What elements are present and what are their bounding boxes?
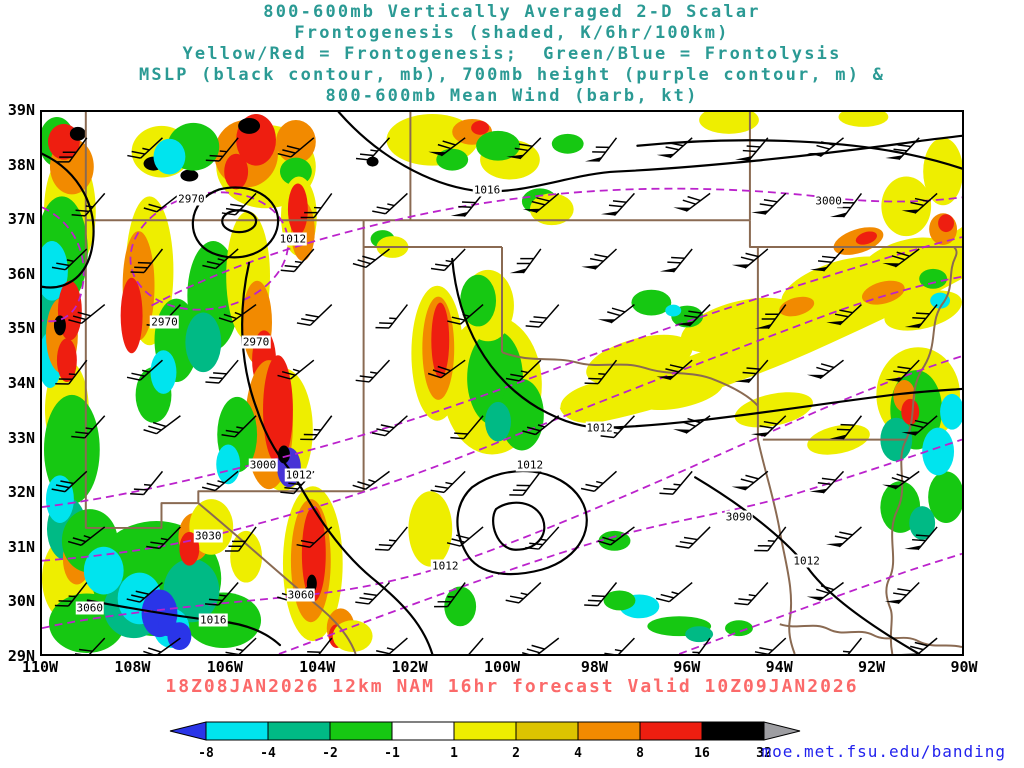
lat-tick-label: 29N (7, 647, 35, 665)
lon-tick-label: 96W (673, 658, 701, 676)
lon-tick-label: 108W (114, 658, 151, 676)
latitude-axis: 39N 38N 37N 36N 35N 34N 33N 32N 31N 30N 29N (0, 101, 38, 665)
lat-tick-label: 32N (7, 483, 35, 502)
colorbar: -8 -4 -2 -1 1 2 4 8 16 32 (168, 720, 808, 764)
svg-text:1: 1 (450, 746, 458, 761)
svg-text:-1: -1 (384, 746, 400, 761)
lon-tick-label: 102W (391, 658, 428, 676)
state-borders-layer (84, 112, 962, 654)
map-area: 1016 1012 1012 1012 1012 1012 1012 1016 2970 2970… (40, 110, 964, 656)
svg-text:-8: -8 (198, 746, 214, 761)
title-line-5: 800-600mb Mean Wind (barb, kt) (325, 86, 699, 106)
svg-text:32: 32 (756, 746, 772, 761)
lat-tick-label: 33N (7, 428, 35, 447)
svg-text:-4: -4 (260, 746, 276, 761)
lat-tick-label: 37N (7, 210, 35, 229)
lat-tick-label: 31N (7, 537, 35, 556)
lat-tick-label: 35N (7, 319, 35, 338)
lon-tick-label: 90W (950, 658, 978, 676)
lat-tick-label: 38N (7, 155, 35, 174)
title-line-4: MSLP (black contour, mb), 700mb height (… (138, 65, 886, 85)
weather-map-svg (42, 112, 962, 654)
colorbar-svg: -8 -4 -2 -1 1 2 4 8 16 32 (169, 721, 801, 761)
lat-tick-label: 34N (7, 374, 35, 392)
svg-text:16: 16 (694, 746, 710, 761)
lon-tick-label: 100W (483, 658, 521, 676)
lat-tick-label: 39N (7, 101, 35, 119)
title-line-2: Frontogenesis (shaded, K/6hr/100km) (294, 23, 730, 43)
lon-tick-label: 94W (765, 658, 793, 676)
svg-text:2: 2 (512, 746, 520, 761)
lon-tick-label: 110W (21, 658, 59, 676)
website-link[interactable]: moe.met.fsu.edu/banding (761, 742, 1006, 761)
chart-title: 800-600mb Vertically Averaged 2-D Scalar… (0, 2, 1024, 107)
forecast-caption: 18Z08JAN2026 12km NAM 16hr forecast Vali… (165, 676, 859, 697)
lat-tick-label: 36N (7, 264, 35, 283)
svg-text:8: 8 (636, 746, 644, 761)
svg-text:4: 4 (574, 746, 582, 761)
lon-tick-label: 98W (580, 658, 608, 676)
title-line-1: 800-600mb Vertically Averaged 2-D Scalar (263, 2, 761, 22)
lat-tick-label: 30N (7, 592, 35, 611)
title-line-3: Yellow/Red = Frontogenesis; Green/Blue =… (182, 44, 842, 64)
lon-tick-label: 106W (206, 658, 243, 676)
lon-tick-label: 104W (299, 658, 336, 676)
lon-tick-label: 92W (858, 658, 886, 676)
svg-text:-2: -2 (322, 746, 338, 761)
longitude-axis: 110W 108W 106W 104W 102W 100W 98W 96W 94W 92W 90W (22, 658, 978, 676)
